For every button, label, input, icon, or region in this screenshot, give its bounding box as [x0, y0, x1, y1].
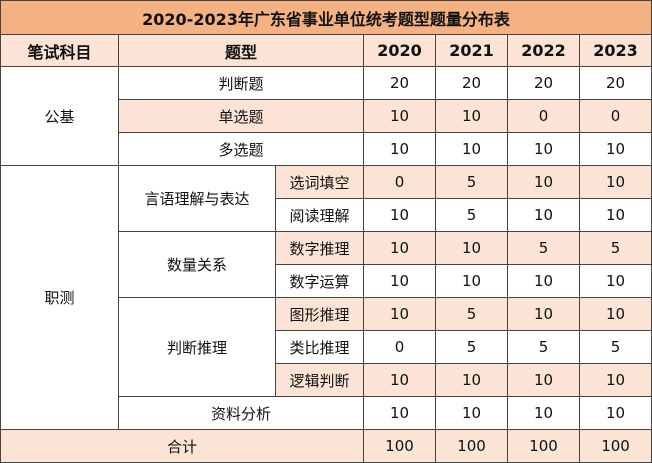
value-cell: 5 [435, 330, 508, 364]
type-cell: 单选题 [118, 99, 364, 133]
table-title: 2020-2023年广东省事业单位统考题型题量分布表 [0, 0, 652, 35]
value-cell: 10 [507, 198, 580, 232]
type-cell: 逻辑判断 [275, 363, 364, 397]
group-panduan: 判断推理 [118, 297, 276, 397]
value-cell: 10 [578, 198, 652, 232]
value-cell: 5 [578, 231, 652, 265]
value-cell: 10 [363, 264, 436, 298]
value-cell: 10 [578, 165, 652, 199]
total-value: 100 [507, 429, 580, 463]
value-cell: 10 [507, 264, 580, 298]
value-cell: 10 [507, 165, 580, 199]
value-cell: 20 [578, 66, 652, 100]
value-cell: 10 [578, 396, 652, 430]
value-cell: 5 [435, 198, 508, 232]
value-cell: 10 [435, 99, 508, 133]
value-cell: 10 [363, 99, 436, 133]
table-row: 公基 判断题 20 20 20 20 [0, 66, 652, 166]
value-cell: 5 [435, 165, 508, 199]
total-value: 100 [363, 429, 436, 463]
value-cell: 5 [507, 231, 580, 265]
total-row: 合计 100 100 100 100 [0, 429, 652, 463]
value-cell: 10 [507, 396, 580, 430]
value-cell: 10 [578, 264, 652, 298]
value-cell: 10 [578, 132, 652, 166]
header-2021: 2021 [435, 34, 508, 67]
value-cell: 10 [435, 363, 508, 397]
header-row: 笔试科目 题型 2020 2021 2022 2023 [0, 34, 652, 67]
value-cell: 0 [363, 165, 436, 199]
value-cell: 10 [435, 264, 508, 298]
total-value: 100 [435, 429, 508, 463]
value-cell: 10 [507, 363, 580, 397]
header-2022: 2022 [507, 34, 580, 67]
value-cell: 10 [578, 363, 652, 397]
value-cell: 10 [363, 198, 436, 232]
type-cell: 资料分析 [118, 396, 364, 430]
value-cell: 10 [435, 132, 508, 166]
total-label: 合计 [0, 429, 364, 463]
type-cell: 图形推理 [275, 297, 364, 331]
value-cell: 5 [435, 297, 508, 331]
value-cell: 20 [507, 66, 580, 100]
value-cell: 10 [435, 396, 508, 430]
value-cell: 10 [507, 132, 580, 166]
value-cell: 0 [363, 330, 436, 364]
total-value: 100 [578, 429, 652, 463]
table-row: 单选题 10 10 0 0 [0, 99, 652, 133]
value-cell: 0 [578, 99, 652, 133]
group-yanyu: 言语理解与表达 [118, 165, 276, 232]
value-cell: 10 [363, 297, 436, 331]
value-cell: 10 [363, 396, 436, 430]
value-cell: 5 [507, 330, 580, 364]
header-subject: 笔试科目 [0, 34, 119, 67]
value-cell: 10 [578, 297, 652, 331]
type-cell: 选词填空 [275, 165, 364, 199]
value-cell: 5 [578, 330, 652, 364]
value-cell: 10 [363, 132, 436, 166]
value-cell: 10 [507, 297, 580, 331]
header-2020: 2020 [363, 34, 436, 67]
group-shuliang: 数量关系 [118, 231, 276, 298]
value-cell: 10 [363, 231, 436, 265]
subject-gongji: 公基 [0, 66, 119, 166]
type-cell: 多选题 [118, 132, 364, 166]
value-cell: 0 [507, 99, 580, 133]
type-cell: 数字运算 [275, 264, 364, 298]
subject-zhice: 职测 [0, 165, 119, 430]
table-row: 职测 言语理解与表达 选词填空 0 5 10 10 [0, 165, 652, 430]
type-cell: 类比推理 [275, 330, 364, 364]
type-cell: 数字推理 [275, 231, 364, 265]
type-cell: 判断题 [118, 66, 364, 100]
value-cell: 20 [363, 66, 436, 100]
type-cell: 阅读理解 [275, 198, 364, 232]
value-cell: 10 [363, 363, 436, 397]
value-cell: 10 [435, 231, 508, 265]
header-type: 题型 [118, 34, 364, 67]
header-2023: 2023 [578, 34, 652, 67]
value-cell: 20 [435, 66, 508, 100]
